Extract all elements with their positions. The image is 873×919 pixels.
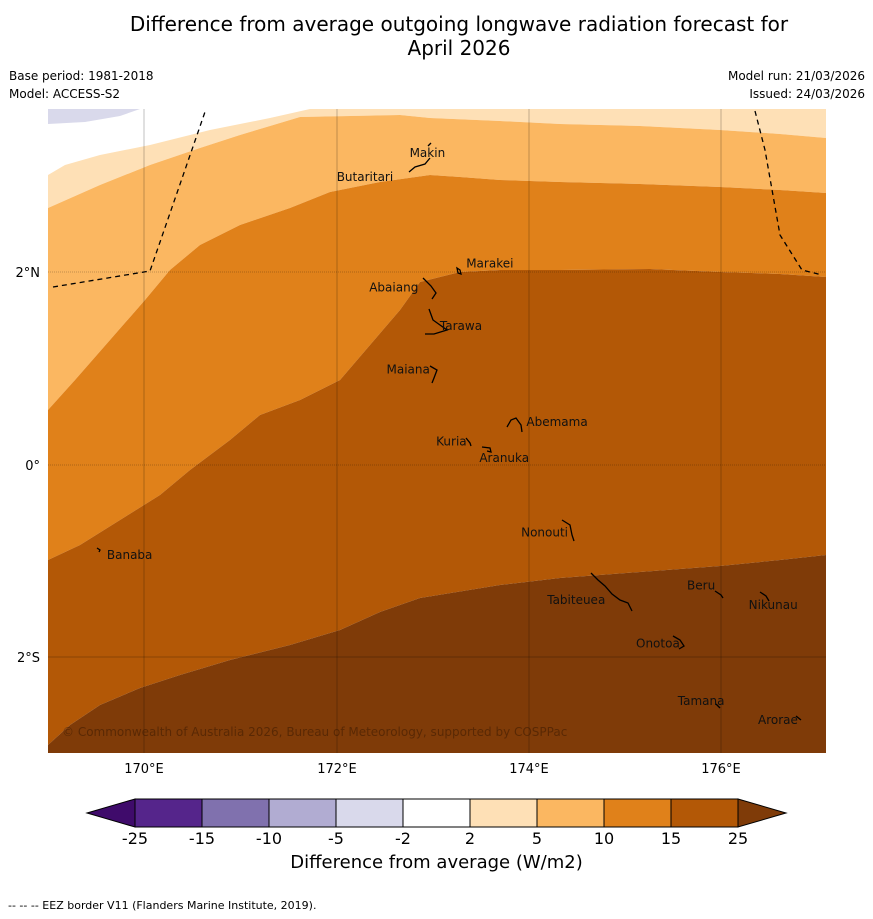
island-outlines [96,142,802,721]
colorbar-title: Difference from average (W/m2) [290,852,583,873]
island-kuria [465,437,472,447]
island-banaba [96,547,101,553]
colorbar-box-n25-n15 [134,798,203,828]
place-label-marakei: Marakei [466,257,513,271]
colorbar-boxes [85,798,788,828]
colorbar-tick-10: 10 [594,829,614,848]
lat-label-2s: 2°S [17,651,40,666]
place-labels: Makin Butaritari Marakei Abaiang Tarawa Maian… [107,146,798,727]
colorbar-box-n5-n2 [335,798,404,828]
base-period: Base period: 1981-2018 [9,69,154,83]
colorbar-box-n2-2 [402,798,471,828]
model-run: Model run: 21/03/2026 [727,69,865,83]
colorbar-tick-25: 25 [728,829,748,848]
colorbar-box-n15-n10 [201,798,270,828]
colorbar-box-2-5 [469,798,538,828]
colorbar-tick-n15: -15 [189,829,215,848]
map-panel: Makin Butaritari Marakei Abaiang Tarawa Maian… [48,108,826,753]
place-label-kuria: Kuria [436,434,467,448]
map-title-line-1: Difference from average outgoing longwav… [129,12,789,36]
place-label-tamana: Tamana [677,694,725,708]
place-label-beru: Beru [687,579,715,593]
island-onotoa [672,635,685,650]
island-maiana [429,365,438,384]
eez-border-east [754,110,823,276]
colorbar-extend-high [737,798,788,828]
place-label-banaba: Banaba [107,548,153,562]
lat-label-2n: 2°N [16,266,41,281]
island-butaritari [408,157,431,173]
colorbar-tick-n2: -2 [395,829,411,848]
place-label-abaiang: Abaiang [369,281,418,295]
island-tarawa [425,308,449,335]
colorbar-tick-2: 2 [465,829,475,848]
island-tabiteuea [590,572,633,612]
colorbar-tick-n5: -5 [328,829,344,848]
lon-label-174e: 174°E [509,762,549,777]
band-15-to-25 [48,269,826,745]
island-tamana [715,703,721,709]
copyright-credit: © Commonwealth of Australia 2026, Bureau… [62,725,567,739]
meta-right: Model run: 21/03/2026 Issued: 24/03/2026 [728,67,865,103]
map-title: Difference from average outgoing longwav… [0,12,873,60]
island-aranuka [481,446,492,453]
colorbar-tick-15: 15 [661,829,681,848]
band-above-25 [48,555,826,753]
colorbar-tick-5: 5 [532,829,542,848]
gridlines [48,109,826,753]
colorbar-box-15-25 [670,798,739,828]
colorbar-tick-n10: -10 [256,829,282,848]
colorbar-box-10-15 [603,798,672,828]
island-marakei [456,266,462,275]
lon-label-172e: 172°E [317,762,357,777]
lon-label-170e: 170°E [124,762,164,777]
place-label-butaritari: Butaritari [337,170,394,184]
lon-label-176e: 176°E [701,762,741,777]
island-beru [714,590,724,599]
island-abemama [506,417,523,433]
colorbar-extend-low [85,798,136,828]
band-10-to-15 [48,175,826,560]
island-nonouti [561,519,575,542]
colorbar-box-5-10 [536,798,605,828]
place-label-tabiteuea: Tabiteuea [546,593,605,607]
colorbar-box-n10-n5 [268,798,337,828]
place-label-nikunau: Nikunau [749,598,798,612]
map: Makin Butaritari Marakei Abaiang Tarawa Maian… [16,108,826,777]
lat-axis-labels: 2°N 0° 2°S [16,266,41,666]
eez-borders [52,108,823,288]
map-title-line-2: April 2026 [407,36,511,60]
place-label-makin: Makin [410,146,446,160]
place-label-onotoa: Onotoa [636,636,680,650]
meta-left: Base period: 1981-2018 Model: ACCESS-S2 [9,67,154,103]
island-makin [427,142,432,147]
eez-footnote: -- -- -- EEZ border V11 (Flanders Marine… [8,899,317,912]
colorbar-ticks: -25 -15 -10 -5 -2 2 5 10 15 25 [122,829,748,848]
island-arorae [795,715,802,721]
lon-axis-labels: 170°E 172°E 174°E 176°E [124,762,741,777]
model-name: Model: ACCESS-S2 [9,87,121,101]
issued-date: Issued: 24/03/2026 [749,87,865,101]
colorbar-tick-n25: -25 [122,829,148,848]
place-label-nonouti: Nonouti [521,526,568,540]
place-label-aranuka: Aranuka [479,451,529,465]
place-label-arorae: Arorae [758,713,798,727]
place-label-abemama: Abemama [526,415,587,429]
island-abaiang [422,277,437,300]
band-5-to-10 [48,115,826,410]
band-neg-2-to-neg-5 [48,109,140,124]
island-nikunau [759,591,770,602]
lat-label-0: 0° [25,459,40,474]
place-label-tarawa: Tarawa [439,319,482,333]
band-2-to-5 [48,109,826,208]
place-label-maiana: Maiana [387,362,430,376]
